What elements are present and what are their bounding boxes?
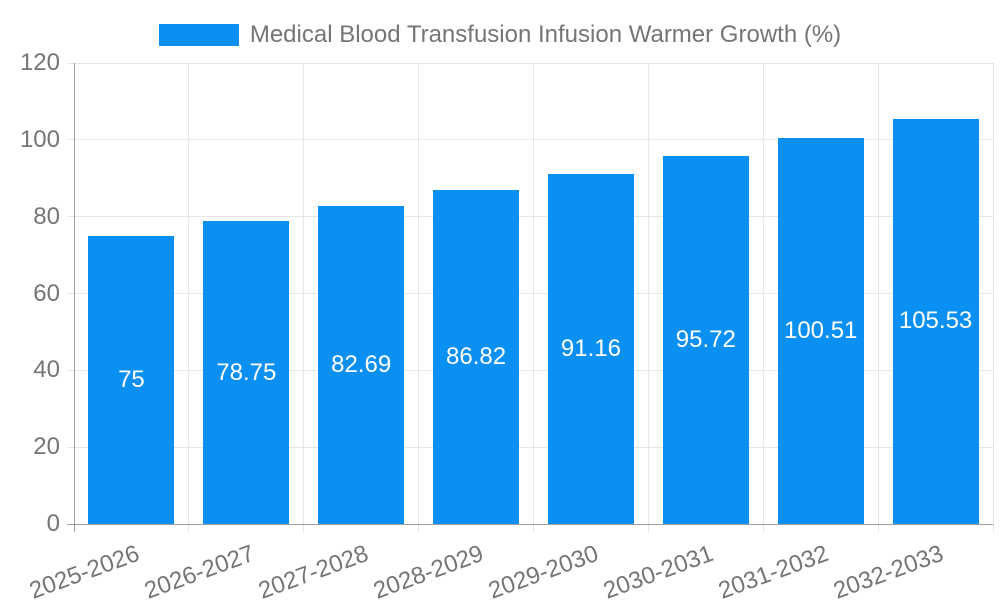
gridline-horizontal <box>67 139 993 141</box>
y-axis-tick-label: 40 <box>33 356 60 384</box>
y-axis-tick-label: 20 <box>33 433 60 461</box>
legend-label: Medical Blood Transfusion Infusion Warme… <box>249 21 842 48</box>
gridline-horizontal <box>67 369 993 371</box>
gridline-horizontal <box>67 216 993 218</box>
x-axis-category-label: 2028-2029 <box>370 540 488 600</box>
gridline-vertical <box>877 63 879 532</box>
gridline-vertical <box>188 63 190 532</box>
bar: 105.53 <box>892 118 979 524</box>
bar-value-label: 78.75 <box>216 358 277 386</box>
y-axis-tick-label: 0 <box>46 510 60 537</box>
gridline-vertical <box>992 63 994 532</box>
legend-swatch <box>158 24 239 46</box>
y-axis-tick-label: 100 <box>19 125 60 153</box>
bar-value-label: 75 <box>118 365 145 393</box>
x-axis-category-label: 2026-2027 <box>140 540 258 600</box>
y-axis-line <box>73 63 75 532</box>
bar: 75 <box>88 235 175 524</box>
bar-value-label: 91.16 <box>560 334 621 362</box>
y-axis-tick-label: 80 <box>33 202 60 230</box>
x-axis-category-label: 2032-2033 <box>829 540 947 600</box>
bar: 86.82 <box>433 190 520 524</box>
bar: 91.16 <box>547 173 634 524</box>
x-axis-category-label: 2030-2031 <box>599 540 718 600</box>
gridline-horizontal <box>67 293 993 294</box>
gridline-vertical <box>303 63 305 532</box>
y-axis-tick-label: 60 <box>33 279 60 307</box>
bar: 78.75 <box>203 221 290 524</box>
gridline-horizontal <box>67 446 993 448</box>
bar-value-label: 82.69 <box>331 351 392 379</box>
bar-value-label: 86.82 <box>446 343 507 371</box>
x-axis-category-label: 2027-2028 <box>255 540 373 600</box>
bar: 82.69 <box>318 206 405 524</box>
bar: 100.51 <box>777 137 864 524</box>
gridline-vertical <box>533 63 534 532</box>
bar-value-label: 105.53 <box>898 307 973 335</box>
gridline-vertical <box>647 63 649 532</box>
bar-value-label: 100.51 <box>783 316 858 344</box>
bar-value-label: 95.72 <box>675 326 736 354</box>
plot-area: 75 2025-2026 78.75 2026-2027 82.69 2027-2028 8… <box>26 62 994 600</box>
chart-legend: Medical Blood Transfusion Infusion Warme… <box>0 12 1000 58</box>
x-axis-category-label: 2029-2030 <box>485 540 603 600</box>
x-axis-category-label: 2025-2026 <box>25 540 143 600</box>
x-axis-category-label: 2031-2032 <box>714 540 832 600</box>
gridline-vertical <box>418 63 420 532</box>
bar: 95.72 <box>662 156 749 524</box>
gridline-vertical <box>762 63 764 532</box>
x-axis-line <box>67 523 993 525</box>
gridline-horizontal <box>67 62 993 64</box>
y-axis-tick-label: 120 <box>19 49 60 76</box>
